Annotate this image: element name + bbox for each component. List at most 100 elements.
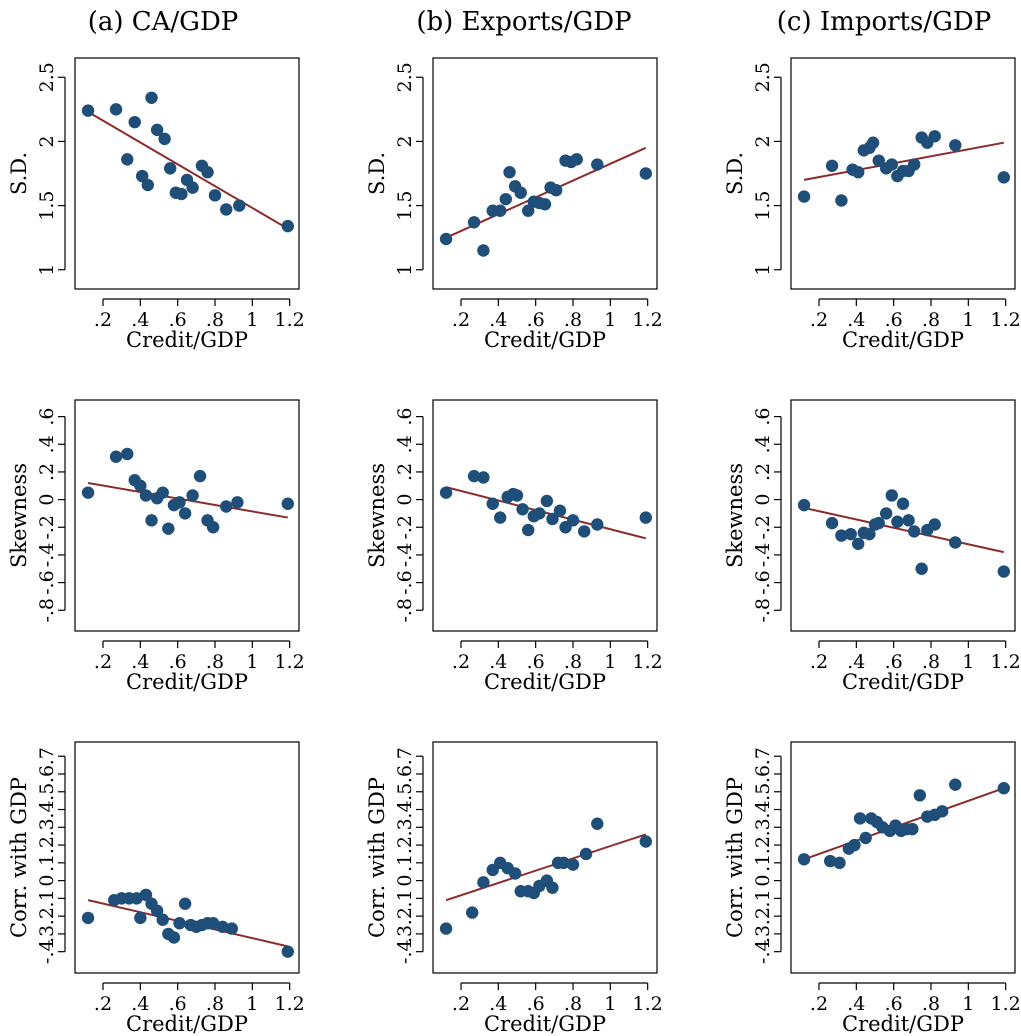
y-tick-label: .1 [36,889,58,907]
x-tick-label: .8 [922,651,940,673]
y-axis-label: Corr. with GDP [7,777,31,938]
column-title-ca: (a) CA/GDP [88,7,239,37]
y-tick-label: .2 [36,907,58,925]
y-tick-label: .2 [394,463,416,481]
y-tick-label: .6 [752,765,774,783]
x-tick-label: .4 [489,993,507,1015]
data-point [639,167,652,180]
y-tick-label: 0 [394,494,416,506]
panel-corr-imports: -.4.3.2.10.1.2.3.4.5.6.7.2.4.6.8 1 1.2Cred… [723,741,1021,1036]
data-point [150,123,164,137]
y-tick-label: -.2 [752,515,774,540]
y-tick-label: .3 [36,925,58,943]
column-title-exports: (b) Exports/GDP [416,7,631,37]
data-point [175,187,188,201]
plot-frame [74,57,300,290]
y-tick-label: .4 [36,435,58,453]
data-point [825,159,839,172]
data-point [486,497,499,510]
data-point [145,91,158,104]
data-point [835,529,848,542]
x-tick-label: .6 [169,993,187,1015]
data-point [139,888,153,902]
y-tick-label: 1 [752,264,774,276]
x-axis-label: Credit/GDP [126,1012,248,1036]
scatter-panels: 11.522.5.2.4.6.8 1 1.2Credit/GDPS.D.11.522… [7,57,1021,1036]
data-point [906,822,919,836]
x-tick-label: .2 [452,993,470,1015]
data-point [439,232,453,246]
data-point [508,867,522,880]
x-tick-label: .6 [885,651,903,673]
x-tick-label: 1 [246,651,258,673]
y-tick-label: -.4 [394,939,416,964]
y-tick-label: 0 [752,875,774,887]
y-tick-label: .7 [752,747,774,765]
x-tick-label: 1 [246,993,258,1015]
y-tick-label: .1 [394,889,416,907]
data-point [844,527,857,541]
data-point [178,507,192,520]
data-point [522,523,535,537]
fit-line [803,141,1004,181]
y-tick-label: .2 [394,836,416,854]
data-point [997,565,1010,578]
data-point [913,789,926,802]
x-tick-label: .4 [131,993,149,1015]
x-tick-label: .4 [847,993,865,1015]
x-tick-label: .4 [489,651,507,673]
x-tick-label: 1.2 [633,651,663,673]
x-tick-label: .2 [452,651,470,673]
y-tick-label: .7 [394,747,416,765]
data-point [949,139,962,152]
data-point [997,782,1010,795]
data-point [186,181,199,194]
plot-frame [432,399,658,632]
data-point [164,162,177,175]
panel-sd-ca: 1 1.5 2 2.5 .2 .4 .6 .8 1 1.2 Credit/GDP S.D. [7,57,305,352]
data-point [928,518,941,531]
data-point [225,922,238,935]
x-tick-label: .6 [527,993,545,1015]
x-tick-label: 1 [604,993,616,1015]
data-point [852,537,865,551]
x-tick-label: .8 [206,651,224,673]
x-tick-label: .8 [564,309,582,331]
data-point [872,154,885,167]
x-tick-label: .8 [922,993,940,1015]
y-tick-label: .4 [752,435,774,453]
y-tick-label: .6 [36,408,58,426]
panel-skewness-ca: -.8 -.6-.4 -.2 0 .2 .4 .6 .2 .4 .6 .8 1 1.2 Credit/GD… [7,399,305,694]
x-tick-label: .4 [847,651,865,673]
data-point [208,189,222,202]
data-point [928,130,941,143]
fit-line [803,506,1005,554]
x-tick-label: .4 [847,309,865,331]
data-point [853,812,867,825]
x-axis-label: Credit/GDP [842,1012,964,1036]
plot-frame [74,741,300,974]
data-point [533,507,546,520]
plot-frame [790,741,1016,974]
x-tick-label: 1 [962,309,974,331]
data-point [546,512,559,526]
data-point [281,945,294,958]
plot-frame [74,399,300,632]
data-point [591,158,604,171]
y-tick-label: -.8 [394,598,416,623]
y-tick-label: -.4 [752,939,774,964]
x-tick-label: .8 [206,309,224,331]
data-point [885,158,898,171]
data-point [546,881,559,894]
y-axis-label: Skewness [365,463,389,568]
x-axis-label: Credit/GDP [484,670,606,694]
x-tick-label: 1.2 [991,993,1021,1015]
data-point [206,521,220,534]
data-point [639,835,652,848]
fit-line [445,833,647,902]
y-tick-label: 0 [394,875,416,887]
data-point [178,897,192,910]
y-tick-label: 1 [394,264,416,276]
x-tick-label: .2 [94,651,112,673]
data-point [579,847,593,861]
